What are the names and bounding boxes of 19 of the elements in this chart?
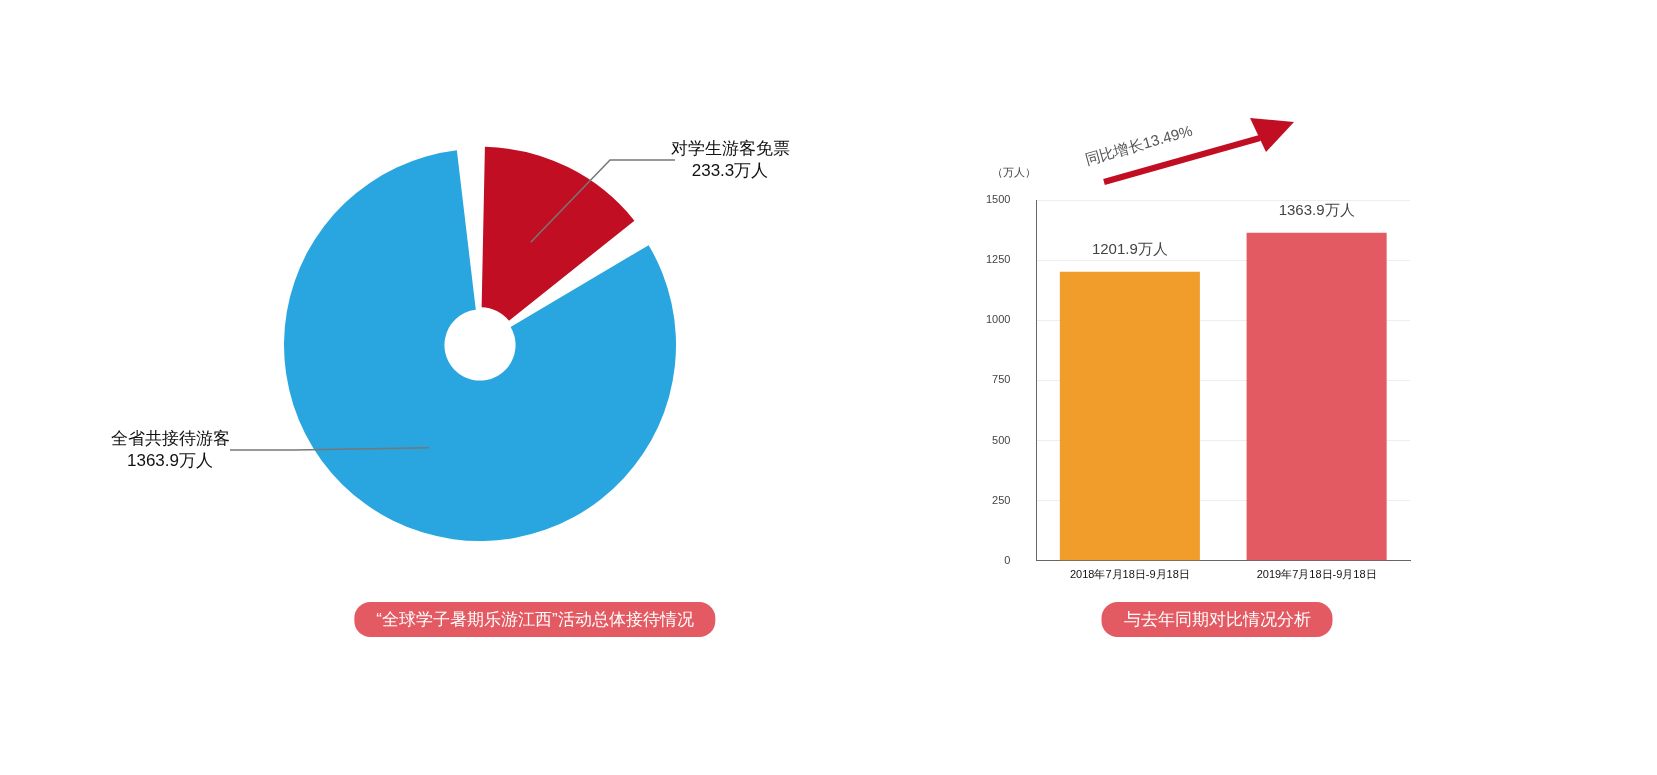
y-tick-label: 1000 bbox=[985, 313, 1011, 326]
slice-label: 对学生游客免票 bbox=[670, 139, 790, 158]
text: 同比增长13.49% bbox=[1082, 121, 1195, 168]
data-label: 1363.9万人 bbox=[1278, 200, 1355, 218]
y-axis-title: （万人） bbox=[992, 166, 1037, 178]
slice-label: 全省共接待游客 bbox=[110, 429, 230, 448]
y-tick-label: 750 bbox=[992, 373, 1011, 386]
y-tick-label: 0 bbox=[1004, 553, 1011, 566]
text: 与去年同期对比情况分析 bbox=[1101, 602, 1333, 637]
y-tick-label: 1500 bbox=[985, 193, 1011, 206]
data-label: 1363.9万人 bbox=[127, 451, 213, 470]
x-tick-label: 2019年7月18日-9月18日 bbox=[1256, 568, 1377, 581]
y-tick-label: 500 bbox=[992, 433, 1011, 446]
data-label: 233.3万人 bbox=[691, 161, 769, 180]
text: “全球学子暑期乐游江西”活动总体接待情况 bbox=[354, 602, 716, 637]
data-label: 1201.9万人 bbox=[1091, 239, 1168, 257]
y-tick-label: 1250 bbox=[985, 253, 1011, 266]
y-tick-label: 250 bbox=[992, 493, 1011, 506]
x-tick-label: 2018年7月18日-9月18日 bbox=[1069, 568, 1190, 581]
